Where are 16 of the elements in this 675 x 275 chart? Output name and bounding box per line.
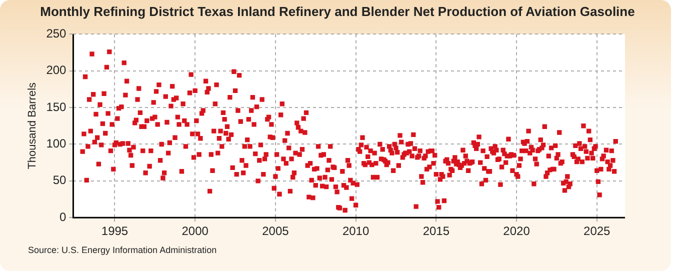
- y-tick-label: 50: [52, 173, 67, 188]
- x-tick-label: 2015: [422, 224, 450, 238]
- x-tick-label: 1995: [101, 224, 128, 238]
- y-tick-label: 250: [46, 26, 67, 41]
- y-tick-label: 100: [46, 136, 67, 151]
- chart-title: Monthly Refining District Texas Inland Refinery and Blender Net Production of Aviation Gasoline: [39, 4, 636, 19]
- x-tick-label: 2020: [503, 224, 530, 238]
- y-axis-title: Thousand Barrels: [26, 82, 39, 170]
- y-tick-label: 200: [46, 63, 67, 78]
- y-tick-label: 150: [46, 100, 67, 114]
- x-tick-label: 2005: [262, 224, 290, 238]
- x-tick-label: 2025: [584, 224, 611, 238]
- source-note: Source: U.S. Energy Information Administration: [28, 245, 217, 255]
- y-tick-label: 0: [60, 210, 67, 224]
- x-tick-label: 2000: [182, 224, 209, 238]
- x-tick-label: 2010: [342, 224, 370, 238]
